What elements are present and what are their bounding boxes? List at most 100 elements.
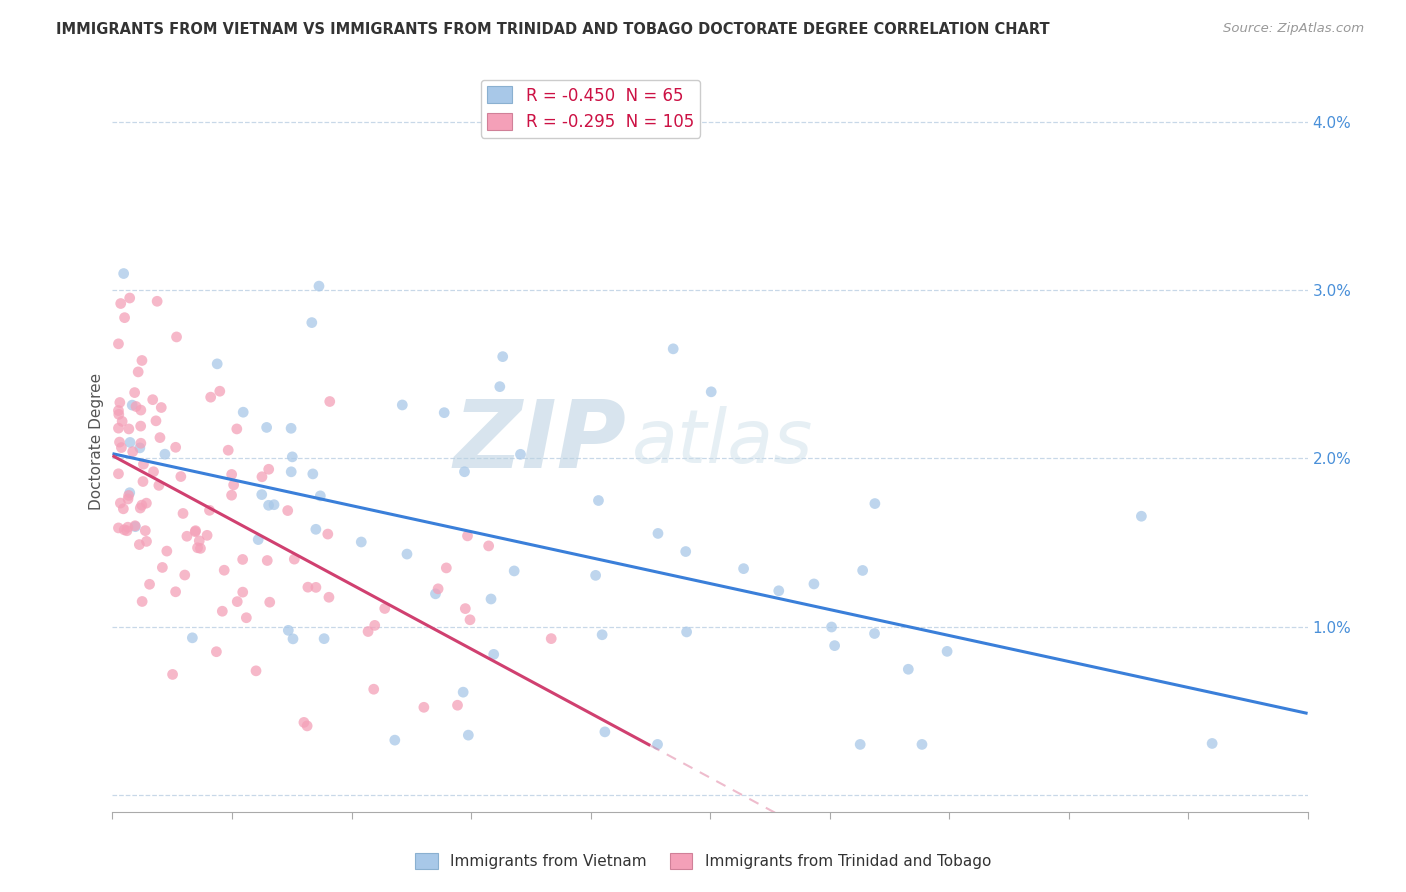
Point (149, 431, 172, 445)
Text: Source: ZipAtlas.com: Source: ZipAtlas.com (1223, 22, 1364, 36)
Point (588, 493, 610, 508)
Point (412, 700, 434, 714)
Point (675, 544, 697, 558)
Point (112, 523, 135, 537)
Point (150, 401, 173, 415)
Point (314, 632, 336, 646)
Point (118, 485, 141, 500)
Point (132, 475, 155, 489)
Point (803, 577, 825, 591)
Point (186, 541, 208, 555)
Point (129, 501, 152, 516)
Point (662, 342, 685, 356)
Point (446, 698, 468, 713)
Point (217, 443, 239, 458)
Point (384, 733, 406, 747)
Point (129, 403, 152, 417)
Point (112, 501, 135, 516)
Point (195, 528, 218, 542)
Point (107, 421, 129, 435)
Point (129, 419, 152, 434)
Point (305, 580, 328, 594)
Point (107, 408, 129, 422)
Point (127, 365, 149, 379)
Point (212, 563, 235, 577)
Point (184, 524, 207, 538)
Point (647, 738, 669, 752)
Point (478, 539, 501, 553)
Point (509, 447, 531, 461)
Point (190, 541, 212, 556)
Point (318, 591, 340, 605)
Point (256, 553, 278, 567)
Point (156, 544, 179, 558)
Point (453, 465, 475, 479)
Point (308, 279, 330, 293)
Point (118, 435, 141, 450)
Point (107, 521, 129, 535)
Point (849, 738, 872, 752)
Point (129, 436, 152, 450)
Point (131, 498, 153, 512)
Point (145, 414, 167, 428)
Point (391, 398, 413, 412)
Point (208, 384, 231, 399)
Point (221, 488, 243, 502)
Point (173, 568, 195, 582)
Point (301, 316, 323, 330)
Point (503, 564, 526, 578)
Point (316, 527, 339, 541)
Point (125, 400, 148, 414)
Point (257, 498, 280, 512)
Text: ZIP: ZIP (454, 395, 627, 488)
Point (198, 503, 221, 517)
Point (301, 467, 323, 481)
Point (540, 632, 562, 646)
Point (118, 422, 141, 436)
Point (280, 465, 302, 479)
Point (148, 478, 170, 492)
Point (863, 626, 886, 640)
Point (305, 522, 328, 536)
Point (165, 584, 187, 599)
Point (110, 296, 132, 310)
Point (292, 715, 315, 730)
Point (221, 467, 243, 482)
Y-axis label: Doctorate Degree: Doctorate Degree (89, 373, 104, 510)
Point (232, 585, 254, 599)
Point (115, 524, 138, 538)
Point (593, 724, 616, 739)
Point (232, 405, 254, 419)
Point (222, 478, 245, 492)
Point (245, 664, 267, 678)
Point (309, 489, 332, 503)
Point (700, 384, 723, 399)
Point (281, 450, 304, 464)
Text: atlas: atlas (633, 406, 814, 477)
Point (357, 624, 380, 639)
Point (111, 414, 134, 428)
Point (205, 357, 228, 371)
Point (118, 291, 141, 305)
Point (458, 613, 481, 627)
Point (124, 385, 146, 400)
Point (110, 441, 132, 455)
Point (107, 467, 129, 481)
Point (247, 533, 270, 547)
Point (110, 496, 132, 510)
Point (863, 497, 886, 511)
Point (427, 582, 450, 596)
Point (121, 398, 143, 412)
Point (824, 639, 846, 653)
Point (434, 561, 457, 575)
Point (1130, 509, 1153, 524)
Point (235, 611, 257, 625)
Point (852, 564, 875, 578)
Point (205, 645, 228, 659)
Point (250, 470, 273, 484)
Point (142, 392, 165, 407)
Point (363, 682, 385, 697)
Point (107, 336, 129, 351)
Point (128, 537, 150, 551)
Point (172, 507, 194, 521)
